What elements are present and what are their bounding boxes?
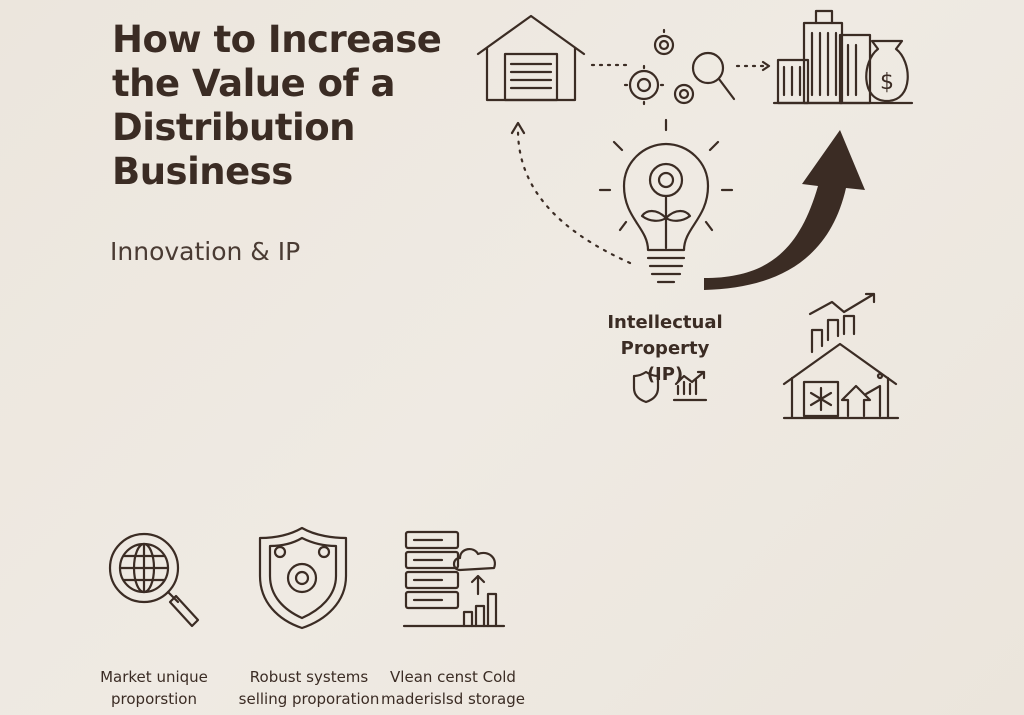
lightbulb-gear-icon (598, 118, 734, 284)
dotted-arrow (590, 63, 628, 67)
globe-search-icon (108, 532, 200, 628)
feature-caption: Robust systems selling proporation (238, 668, 380, 708)
server-cloud-icon (402, 530, 506, 628)
shield-gear-icon (258, 526, 348, 630)
feature-caption: Vlean censt Cold maderislsd storage (381, 668, 525, 708)
feature-caption: Market unique proporstion (100, 668, 208, 708)
ip-label: Intellectual Property (IP) (607, 312, 723, 385)
page-title: How to Increase the Value of a Distribut… (112, 18, 442, 193)
dotted-arrow (735, 60, 771, 72)
growth-arrow (704, 130, 865, 290)
svg-text:$: $ (880, 70, 894, 95)
cold-storage-house-icon (782, 292, 900, 420)
chart-up-icon (672, 370, 708, 402)
dotted-curve-arrow (510, 121, 632, 265)
shield-icon (632, 370, 660, 404)
gears-magnifier-icon (623, 28, 736, 106)
city-moneybag-icon: $ (772, 9, 914, 105)
warehouse-icon (476, 14, 586, 102)
subtitle: Innovation & IP (110, 237, 301, 266)
